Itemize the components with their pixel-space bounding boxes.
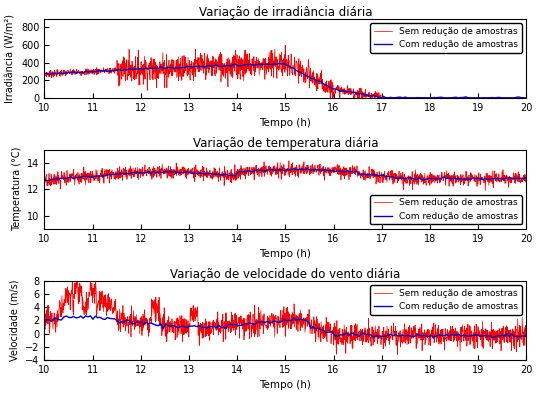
Y-axis label: Irradiância (W/m²): Irradiância (W/m²) [5, 14, 16, 103]
Sem redução de amostras [74, 276, 80, 280]
Line: Sem redução de amostras: Sem redução de amostras [45, 161, 526, 190]
Com redução de amostras [172, 324, 179, 329]
Sem redução de amostras [240, 69, 247, 74]
Y-axis label: Velocidade (m/s): Velocidade (m/s) [10, 280, 20, 361]
Legend: Sem redução de amostras, Com redução de amostras: Sem redução de amostras, Com redução de … [370, 23, 522, 53]
Line: Sem redução de amostras: Sem redução de amostras [45, 278, 526, 354]
Com redução de amostras [70, 69, 77, 74]
X-axis label: Tempo (h): Tempo (h) [259, 118, 312, 128]
Com redução de amostras [487, 95, 493, 100]
Sem redução de amostras [394, 352, 401, 357]
Sem redução de amostras [238, 163, 244, 168]
Com redução de amostras [169, 66, 176, 70]
Title: Variação de temperatura diária: Variação de temperatura diária [193, 137, 378, 150]
Com redução de amostras [133, 170, 140, 175]
Com redução de amostras [63, 176, 69, 181]
Y-axis label: Temperatura (°C): Temperatura (°C) [12, 147, 22, 232]
X-axis label: Tempo (h): Tempo (h) [259, 381, 312, 390]
Sem redução de amostras [222, 164, 228, 169]
Com redução de amostras [70, 314, 77, 319]
Sem redução de amostras [69, 73, 75, 78]
Sem redução de amostras [238, 55, 244, 60]
Line: Com redução de amostras: Com redução de amostras [45, 316, 526, 338]
Sem redução de amostras [69, 284, 75, 289]
Sem redução de amostras [144, 167, 151, 172]
Com redução de amostras [291, 166, 297, 171]
Com redução de amostras [87, 314, 94, 318]
Line: Sem redução de amostras: Sem redução de amostras [45, 45, 526, 98]
Title: Variação de irradiância diária: Variação de irradiância diária [199, 6, 372, 19]
Com redução de amostras [504, 95, 510, 100]
Com redução de amostras [489, 335, 495, 340]
Sem redução de amostras [41, 69, 48, 74]
Com redução de amostras [41, 177, 48, 182]
Com redução de amostras [385, 95, 392, 100]
Sem redução de amostras [327, 95, 334, 100]
Com redução de amostras [523, 334, 529, 339]
Line: Com redução de amostras: Com redução de amostras [45, 169, 526, 181]
Com redução de amostras [41, 71, 48, 76]
Legend: Sem redução de amostras, Com redução de amostras: Sem redução de amostras, Com redução de … [370, 195, 522, 225]
Sem redução de amostras [286, 158, 292, 163]
Sem redução de amostras [222, 63, 228, 68]
Com redução de amostras [523, 95, 529, 100]
Com redução de amostras [73, 175, 79, 180]
Com redução de amostras [504, 176, 510, 181]
Sem redução de amostras [69, 173, 75, 178]
Sem redução de amostras [523, 326, 529, 331]
Sem redução de amostras [282, 43, 288, 48]
Sem redução de amostras [370, 337, 377, 342]
Com redução de amostras [61, 71, 67, 76]
Sem redução de amostras [240, 171, 247, 176]
Sem redução de amostras [238, 323, 245, 327]
Com redução de amostras [61, 314, 67, 319]
Com redução de amostras [44, 178, 50, 183]
Sem redução de amostras [523, 171, 529, 175]
Legend: Sem redução de amostras, Com redução de amostras: Sem redução de amostras, Com redução de … [370, 285, 522, 315]
Sem redução de amostras [240, 321, 247, 326]
Sem redução de amostras [370, 174, 377, 179]
Com redução de amostras [172, 169, 179, 174]
Line: Com redução de amostras: Com redução de amostras [45, 63, 526, 98]
Com redução de amostras [41, 319, 48, 324]
Com redução de amostras [487, 177, 493, 181]
Com redução de amostras [484, 334, 491, 339]
Com redução de amostras [133, 320, 140, 324]
Com redução de amostras [131, 67, 137, 72]
Sem redução de amostras [371, 91, 377, 96]
Com redução de amostras [504, 331, 510, 336]
Title: Variação de velocidade do vento diária: Variação de velocidade do vento diária [170, 268, 400, 281]
Com redução de amostras [523, 176, 529, 181]
Com redução de amostras [276, 61, 282, 65]
X-axis label: Tempo (h): Tempo (h) [259, 249, 312, 259]
Sem redução de amostras [41, 316, 48, 320]
Sem redução de amostras [222, 326, 228, 330]
Sem redução de amostras [41, 178, 48, 183]
Sem redução de amostras [523, 95, 529, 100]
Sem redução de amostras [144, 318, 151, 322]
Sem redução de amostras [144, 88, 151, 93]
Sem redução de amostras [482, 188, 489, 193]
